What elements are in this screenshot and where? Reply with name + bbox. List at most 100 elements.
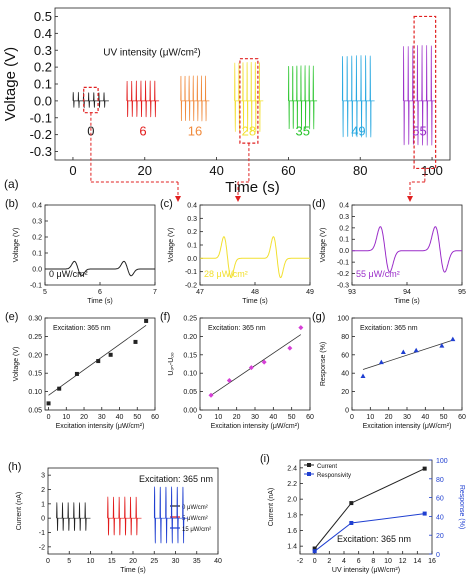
series-line	[341, 55, 375, 138]
y-tick-label: -0.2	[185, 282, 197, 289]
x-tick-label: 20	[129, 558, 137, 565]
x-tick-label: 15	[108, 558, 116, 565]
y-tick-label: -0.2	[30, 127, 52, 142]
plot-frame	[299, 459, 433, 555]
y-tick-label: 0.15	[28, 371, 42, 378]
legend-label: Responsivity	[317, 473, 351, 479]
y-tick-label: 0.0	[339, 248, 349, 255]
y-tick-label: 80	[341, 334, 349, 341]
data-point	[312, 549, 317, 554]
x-axis-label: Time (s)	[394, 298, 419, 305]
y-tick-label: 3	[41, 473, 45, 480]
legend-label: 0 μW/cm²	[182, 505, 208, 511]
panel-label: (h)	[8, 461, 21, 473]
x-tick-label: 10	[384, 558, 392, 565]
x-tick-label: 30	[98, 414, 106, 421]
panel-e: 0 10 20 30 40 50 60 0.05 0.10 0.15 0.20 0.25 0.30 Exc…	[5, 311, 159, 430]
y-tick-label: 1.8	[287, 512, 297, 519]
y-axis-label: Current (nA)	[268, 488, 275, 527]
data-point	[360, 373, 366, 378]
y-tick-label: 1	[41, 501, 45, 508]
excitation-annotation: Excitation: 365 nm	[337, 534, 411, 544]
x-tick-label: 0	[47, 414, 51, 421]
y-tick-label: 0.3	[32, 218, 42, 225]
data-point	[57, 386, 62, 391]
data-point	[349, 501, 354, 506]
y-axis-label: Response (%)	[320, 342, 327, 386]
x-tick-label: 5	[43, 289, 47, 296]
x-tick-label: 2	[327, 558, 331, 565]
panel-label: (f)	[160, 311, 170, 323]
chart-title: UV intensity (μW/cm²)	[103, 47, 200, 58]
data-point	[108, 352, 113, 357]
series-line	[126, 80, 160, 118]
y-tick-label: -0.3	[337, 282, 349, 289]
data-point	[312, 546, 317, 551]
x-tick-label: 16	[428, 558, 436, 565]
y-tick-label: 60	[341, 352, 349, 359]
y-axis-label: Voltage (V)	[320, 228, 327, 263]
panel-d: 93 94 95 -0.3 -0.2 -0.1 0.0 0.1 0.2 0.3 0.4 Time (s…	[312, 198, 466, 305]
excitation-annotation: Excitation: 365 nm	[53, 325, 111, 332]
intensity-label: 16	[188, 124, 202, 139]
data-point	[74, 371, 79, 376]
panel-f: 0 10 20 30 40 50 60 0.00 0.05 0.10 0.15 0.20 0.25 Exc…	[160, 311, 314, 430]
y-tick-label: 0.20	[183, 334, 197, 341]
y-tick-label: 0.2	[34, 60, 52, 75]
data-point	[422, 511, 427, 516]
y-axis-label: Current (nA)	[16, 492, 23, 531]
panel-i: -2 0 2 4 6 8 10 12 14 16 1.4 1.6 1.8 2.0 2.2 2.4 UV inte…	[260, 453, 465, 574]
x-tick-label: 14	[413, 558, 421, 565]
signal-line	[45, 260, 155, 277]
x-tick-label: 40	[269, 414, 277, 421]
series-line	[56, 502, 91, 531]
x-tick-label: 30	[251, 414, 259, 421]
data-point	[46, 401, 51, 406]
x-tick-label: 47	[196, 289, 204, 296]
excitation-annotation: Excitation: 365 nm	[208, 325, 266, 332]
x-tick-label: 10	[366, 414, 374, 421]
y-tick-label: 1.6	[287, 528, 297, 535]
x-tick-label: 50	[288, 414, 296, 421]
y-tick-label: 0.3	[187, 216, 197, 223]
highlight-box	[83, 86, 99, 114]
series-line	[314, 513, 425, 552]
y-tick-label: 0.4	[34, 26, 52, 41]
panel-label: (d)	[312, 198, 325, 210]
y-tick-label: 40	[341, 371, 349, 378]
right-y-tick-label: 0	[436, 552, 440, 559]
y-tick-label: 0.15	[183, 352, 197, 359]
x-tick-label: 20	[138, 163, 152, 178]
y-tick-label: 0.3	[339, 214, 349, 221]
series-line	[153, 486, 189, 544]
data-point	[439, 343, 445, 348]
panel-b: 5 6 7 -0.1 0.0 0.1 0.2 0.3 0.4 Time (s) Voltage (V…	[5, 198, 157, 305]
y-tick-label: 0.2	[187, 229, 197, 236]
y-tick-label: -0.3	[30, 144, 52, 159]
connector-arrow	[407, 196, 413, 202]
y-tick-label: 0.25	[28, 334, 42, 341]
x-tick-label: 40	[421, 414, 429, 421]
intensity-label: 35	[296, 124, 310, 139]
x-tick-label: 95	[458, 289, 466, 296]
y-tick-label: 0.2	[32, 234, 42, 241]
x-tick-label: 49	[306, 289, 314, 296]
x-tick-label: 10	[214, 414, 222, 421]
connector-arrow	[175, 196, 181, 202]
excitation-annotation: Excitation: 365 nm	[139, 474, 213, 484]
x-tick-label: 0	[69, 163, 76, 178]
y-axis-label: Voltage (V)	[13, 347, 20, 382]
excitation-annotation: Excitation: 365 nm	[360, 325, 418, 332]
y-tick-label: 0.25	[183, 315, 197, 322]
y-tick-label: 0.2	[339, 225, 349, 232]
panel-label: (b)	[5, 198, 18, 210]
y-tick-label: 0	[345, 407, 349, 414]
series-line	[107, 496, 142, 536]
intensity-label: 49	[351, 124, 365, 139]
highlight-box	[413, 15, 437, 170]
x-tick-label: 8	[371, 558, 375, 565]
x-tick-label: 60	[458, 414, 466, 421]
right-y-tick-label: 80	[436, 477, 444, 484]
y-tick-label: 0.4	[187, 202, 197, 209]
data-point	[450, 336, 456, 342]
